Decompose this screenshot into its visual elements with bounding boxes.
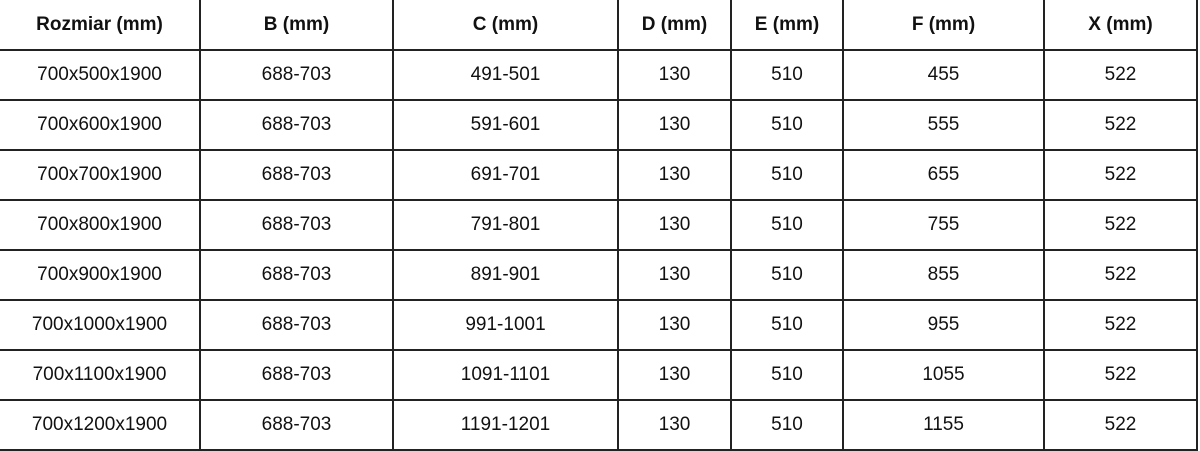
table-cell: 555 (842, 99, 1045, 151)
table-cell: 688-703 (199, 49, 394, 101)
table-cell: 510 (730, 349, 844, 401)
column-header: D (mm) (617, 0, 732, 51)
table-cell: 510 (730, 399, 844, 451)
table-cell: 688-703 (199, 249, 394, 301)
column-header: B (mm) (199, 0, 394, 51)
table-row: 700x600x1900 688-703 591-601 130 510 555 522 (0, 99, 1198, 151)
table-cell: 700x500x1900 (0, 49, 201, 101)
table-cell: 510 (730, 99, 844, 151)
table-cell: 700x800x1900 (0, 199, 201, 251)
column-header: C (mm) (392, 0, 619, 51)
table-cell: 130 (617, 199, 732, 251)
table-row: 700x1000x1900 688-703 991-1001 130 510 955 522 (0, 299, 1198, 351)
header-row: Rozmiar (mm) B (mm) C (mm) D (mm) E (mm) F (m… (0, 0, 1198, 51)
table-cell: 522 (1043, 349, 1198, 401)
table-cell: 522 (1043, 199, 1198, 251)
table-cell: 1155 (842, 399, 1045, 451)
table-cell: 688-703 (199, 349, 394, 401)
table-cell: 130 (617, 249, 732, 301)
table-cell: 510 (730, 299, 844, 351)
table-cell: 1091-1101 (392, 349, 619, 401)
column-header: F (mm) (842, 0, 1045, 51)
table-cell: 688-703 (199, 399, 394, 451)
table-cell: 130 (617, 99, 732, 151)
table-cell: 522 (1043, 99, 1198, 151)
table-cell: 700x600x1900 (0, 99, 201, 151)
table-row: 700x800x1900 688-703 791-801 130 510 755 522 (0, 199, 1198, 251)
table-cell: 130 (617, 149, 732, 201)
column-header: Rozmiar (mm) (0, 0, 201, 51)
table-cell: 700x1200x1900 (0, 399, 201, 451)
table-cell: 1191-1201 (392, 399, 619, 451)
table-cell: 688-703 (199, 199, 394, 251)
table-cell: 591-601 (392, 99, 619, 151)
column-header: E (mm) (730, 0, 844, 51)
table-cell: 130 (617, 399, 732, 451)
table-cell: 510 (730, 249, 844, 301)
table-cell: 510 (730, 149, 844, 201)
table-cell: 855 (842, 249, 1045, 301)
column-header: X (mm) (1043, 0, 1198, 51)
table-cell: 455 (842, 49, 1045, 101)
table-cell: 891-901 (392, 249, 619, 301)
table-cell: 655 (842, 149, 1045, 201)
table-cell: 791-801 (392, 199, 619, 251)
table-cell: 688-703 (199, 299, 394, 351)
table-cell: 510 (730, 199, 844, 251)
table-cell: 522 (1043, 149, 1198, 201)
table-cell: 700x1000x1900 (0, 299, 201, 351)
table-cell: 955 (842, 299, 1045, 351)
table-cell: 700x1100x1900 (0, 349, 201, 401)
table-cell: 1055 (842, 349, 1045, 401)
table-cell: 688-703 (199, 99, 394, 151)
table-cell: 700x700x1900 (0, 149, 201, 201)
table-cell: 510 (730, 49, 844, 101)
table-cell: 991-1001 (392, 299, 619, 351)
table-cell: 491-501 (392, 49, 619, 101)
table-row: 700x1200x1900 688-703 1191-1201 130 510 1155 5… (0, 399, 1198, 451)
table-cell: 130 (617, 49, 732, 101)
table-cell: 755 (842, 199, 1045, 251)
table-cell: 522 (1043, 49, 1198, 101)
table-cell: 130 (617, 349, 732, 401)
table-cell: 688-703 (199, 149, 394, 201)
table-row: 700x900x1900 688-703 891-901 130 510 855 522 (0, 249, 1198, 301)
table-cell: 522 (1043, 299, 1198, 351)
table-cell: 130 (617, 299, 732, 351)
table-cell: 522 (1043, 249, 1198, 301)
table-row: 700x700x1900 688-703 691-701 130 510 655 522 (0, 149, 1198, 201)
table-cell: 522 (1043, 399, 1198, 451)
table-row: 700x1100x1900 688-703 1091-1101 130 510 1055 5… (0, 349, 1198, 401)
table-row: 700x500x1900 688-703 491-501 130 510 455 522 (0, 49, 1198, 101)
table-cell: 700x900x1900 (0, 249, 201, 301)
table-cell: 691-701 (392, 149, 619, 201)
